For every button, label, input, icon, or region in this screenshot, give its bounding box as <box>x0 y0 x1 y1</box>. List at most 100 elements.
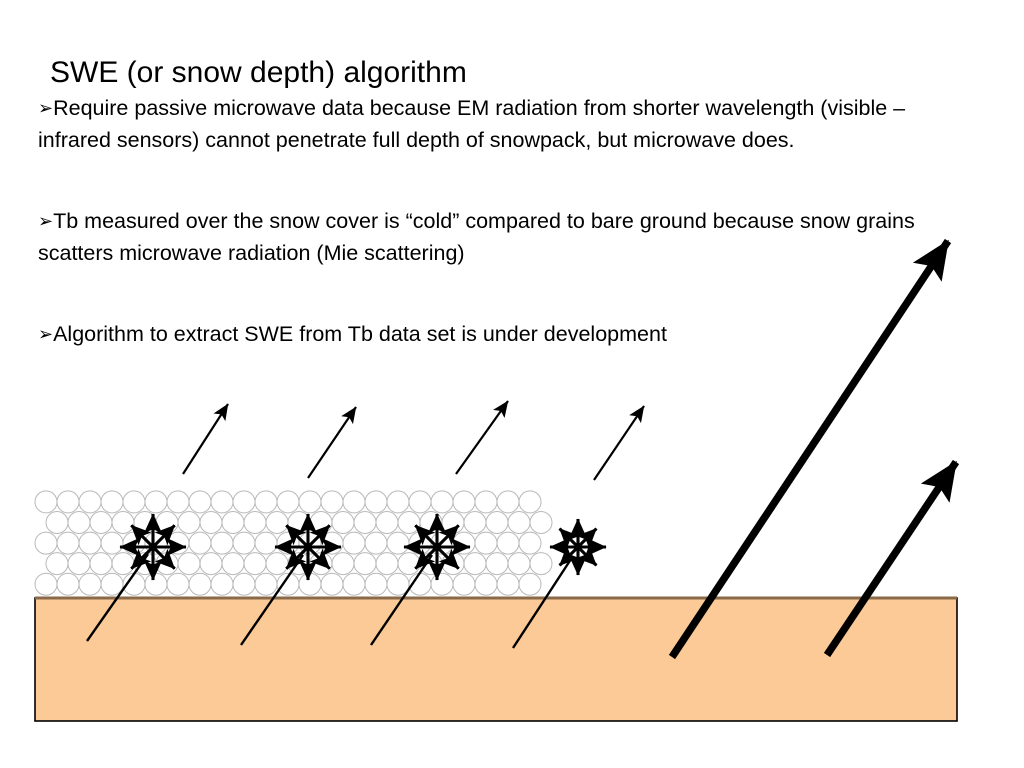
snow-grain <box>144 572 168 596</box>
scatter-star-2-ray-nw <box>285 524 310 549</box>
snow-grain <box>342 572 366 596</box>
incoming-microwave-rays <box>86 553 575 649</box>
snow-grain <box>430 490 454 514</box>
snow-grain <box>166 572 190 596</box>
snow-grain <box>111 511 135 534</box>
snow-grain <box>232 531 256 555</box>
snow-grain <box>452 490 476 514</box>
snow-grain <box>56 490 80 514</box>
emitted-arrow-3 <box>455 400 509 475</box>
snow-grain <box>243 511 267 534</box>
scatter-star-2-ray-ne <box>306 524 331 549</box>
snow-grain <box>232 572 256 596</box>
incoming-ray-4 <box>511 555 575 649</box>
snow-grain <box>166 490 190 514</box>
bullet-item-0: ➢Require passive microwave data because … <box>38 93 950 155</box>
snow-grain <box>287 511 311 534</box>
snow-grain <box>518 490 542 514</box>
emitted-arrow-1 <box>182 403 229 475</box>
snow-grain <box>100 531 124 555</box>
snow-grain <box>155 552 179 576</box>
snow-grain <box>364 531 388 555</box>
snow-grain <box>56 572 80 596</box>
snow-grain <box>254 490 278 514</box>
mie-scattering-stars <box>119 513 607 581</box>
scatter-star-4 <box>549 518 607 576</box>
snow-grain <box>199 552 223 576</box>
snow-grain <box>287 552 311 576</box>
scatter-star-4-ray-se <box>576 545 598 567</box>
snow-grain <box>78 490 102 514</box>
scatter-star-1-ray-nw <box>130 524 155 549</box>
snow-grain <box>386 531 410 555</box>
snow-grain <box>188 531 212 555</box>
snow-grain <box>188 490 212 514</box>
snow-grain <box>34 531 58 555</box>
snow-grain <box>254 531 278 555</box>
snow-grain <box>430 531 454 555</box>
snow-grain <box>67 552 91 576</box>
snow-grain <box>188 572 212 596</box>
ground-soil-layer <box>34 596 958 722</box>
snow-grain <box>419 552 443 576</box>
snow-grain <box>364 572 388 596</box>
snow-grain <box>199 511 223 534</box>
scatter-star-3-ray-nw <box>414 524 439 549</box>
scatter-star-2 <box>274 513 342 581</box>
snow-grain <box>177 511 201 534</box>
snow-grain <box>353 511 377 534</box>
incoming-ray-3 <box>370 554 433 646</box>
snow-grain <box>496 572 520 596</box>
snow-grain <box>111 552 135 576</box>
scatter-star-4-ray-nw <box>558 527 580 549</box>
snow-grain <box>45 552 69 576</box>
scatter-star-3-ray-ne <box>435 524 460 549</box>
scatter-star-2-ray-se <box>306 545 331 570</box>
snow-grain <box>276 490 300 514</box>
snow-grain <box>133 511 157 534</box>
snow-grain <box>265 552 289 576</box>
snow-grain <box>364 490 388 514</box>
snow-grain <box>276 572 300 596</box>
scatter-star-3 <box>403 513 471 581</box>
incoming-ray-1 <box>86 553 149 642</box>
snow-grain <box>463 552 487 576</box>
snow-grain <box>309 552 333 576</box>
snow-grain <box>309 511 333 534</box>
snow-grain <box>298 572 322 596</box>
bullet-item-1: ➢Tb measured over the snow cover is “col… <box>38 206 950 268</box>
snow-grain <box>408 572 432 596</box>
snow-grain <box>221 511 245 534</box>
snow-grain <box>210 490 234 514</box>
snow-grain <box>155 511 179 534</box>
snow-grain <box>474 572 498 596</box>
snow-grain <box>122 531 146 555</box>
emitted-arrow-4 <box>593 405 645 481</box>
snow-grain <box>496 490 520 514</box>
snow-grain <box>232 490 256 514</box>
snow-grain <box>210 531 234 555</box>
scatter-star-4-ray-ne <box>576 527 598 549</box>
snow-grain <box>265 511 289 534</box>
snowpack-grain-layer <box>34 490 553 596</box>
bullet-text-0: Require passive microwave data because E… <box>38 96 906 152</box>
snow-grain <box>133 552 157 576</box>
incoming-ray-2 <box>240 554 304 646</box>
snow-grain <box>144 531 168 555</box>
snow-grain <box>452 531 476 555</box>
snow-grain <box>122 572 146 596</box>
scatter-star-2-ray-sw <box>285 545 310 570</box>
bullet-marker-icon: ➢ <box>38 98 54 119</box>
snow-grain <box>45 511 69 534</box>
snow-grain <box>331 511 355 534</box>
snow-grain <box>397 552 421 576</box>
snow-grain <box>518 531 542 555</box>
snow-grain <box>375 552 399 576</box>
snow-grain <box>474 531 498 555</box>
snow-grain <box>397 511 421 534</box>
snow-grain <box>331 552 355 576</box>
snow-grain <box>320 490 344 514</box>
thick-emission-arrow-2 <box>823 459 960 658</box>
page-title: SWE (or snow depth) algorithm <box>50 56 467 90</box>
